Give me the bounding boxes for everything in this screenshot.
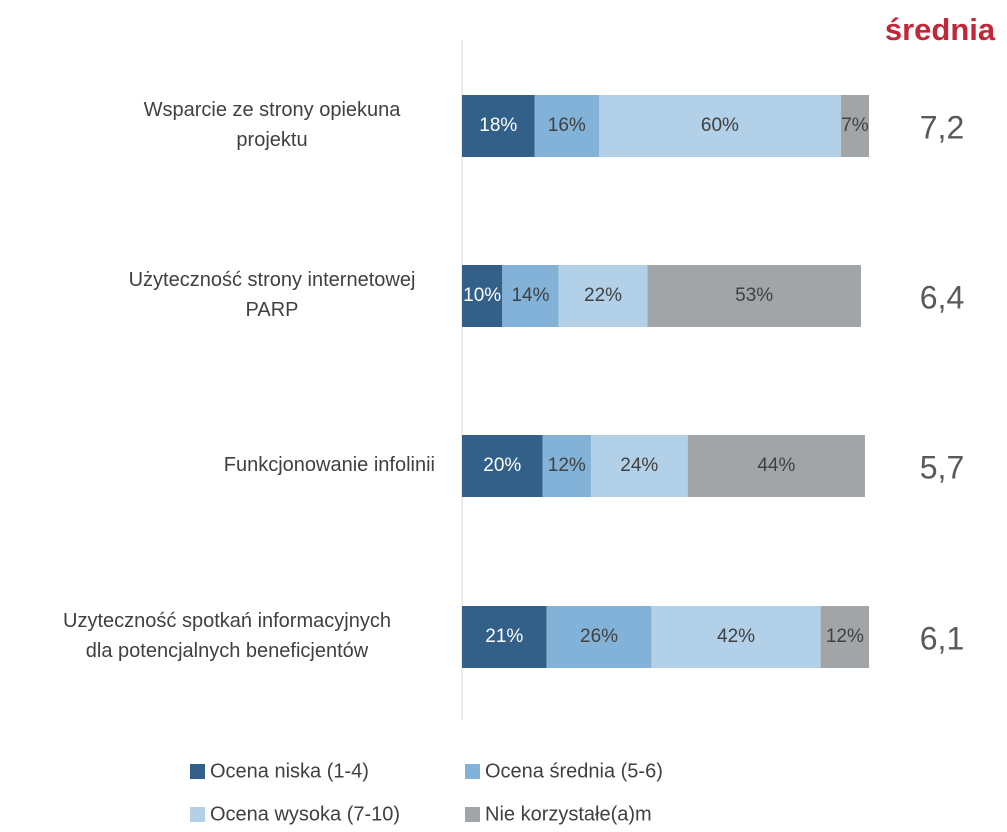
category-label-line: Uzyteczność spotkań informacyjnych — [63, 610, 391, 632]
average-value: 6,1 — [920, 620, 964, 656]
data-label: 42% — [717, 626, 755, 647]
data-label: 10% — [463, 285, 501, 306]
average-value: 7,2 — [920, 109, 964, 145]
average-value: 5,7 — [920, 449, 964, 485]
data-label: 16% — [548, 115, 586, 136]
bar-segment — [462, 606, 547, 668]
data-label: 26% — [580, 626, 618, 647]
bar-segment — [462, 435, 543, 497]
data-label: 18% — [479, 115, 517, 136]
average-value: 6,4 — [920, 279, 964, 315]
category-label-line: PARP — [246, 299, 299, 321]
legend-label: Ocena wysoka (7-10) — [210, 803, 400, 825]
data-label: 22% — [584, 285, 622, 306]
category-label: Uzyteczność spotkań informacyjnych dla po… — [63, 610, 391, 662]
category-label-line: Funkcjonowanie infolinii — [224, 454, 435, 476]
bar-segment — [820, 606, 870, 668]
average-header: średnia — [885, 12, 996, 47]
legend-swatch — [465, 764, 480, 779]
category-label: Wsparcie ze strony opiekuna projektu — [144, 99, 402, 151]
data-label: 12% — [548, 455, 586, 476]
data-label: 20% — [483, 455, 521, 476]
bar-segment — [599, 95, 841, 157]
data-label: 12% — [826, 626, 864, 647]
legend-swatch — [465, 807, 480, 822]
legend-label: Ocena średnia (5-6) — [485, 760, 663, 782]
category-label: Użyteczność strony internetowej PARP — [129, 269, 416, 321]
bar-segment — [462, 265, 503, 327]
category-label-line: Użyteczność strony internetowej — [129, 269, 416, 291]
bar-segment — [651, 606, 821, 668]
bar-segment — [462, 95, 535, 157]
bar-segment — [647, 265, 861, 327]
bar-segment — [502, 265, 559, 327]
legend-label: Nie korzystałe(a)m — [485, 803, 652, 825]
data-label: 21% — [485, 626, 523, 647]
data-label: 24% — [620, 455, 658, 476]
legend-swatch — [190, 764, 205, 779]
bar-segment — [590, 435, 688, 497]
bar-segment — [687, 435, 865, 497]
bar-segment — [558, 265, 648, 327]
category-label-line: Wsparcie ze strony opiekuna — [144, 99, 402, 121]
data-label: 44% — [757, 455, 795, 476]
legend-swatch — [190, 807, 205, 822]
bar-segment — [542, 435, 591, 497]
category-label-line: projektu — [236, 129, 307, 151]
category-label-line: dla potencjalnych beneficjentów — [86, 640, 369, 662]
data-label: 7% — [841, 115, 869, 136]
data-label: 53% — [735, 285, 773, 306]
data-label: 60% — [701, 115, 739, 136]
legend-label: Ocena niska (1-4) — [210, 760, 369, 782]
bar-segment — [840, 95, 870, 157]
data-label: 14% — [511, 285, 549, 306]
category-label: Funkcjonowanie infolinii — [224, 454, 435, 476]
bar-segment — [546, 606, 652, 668]
bar-segment — [534, 95, 600, 157]
